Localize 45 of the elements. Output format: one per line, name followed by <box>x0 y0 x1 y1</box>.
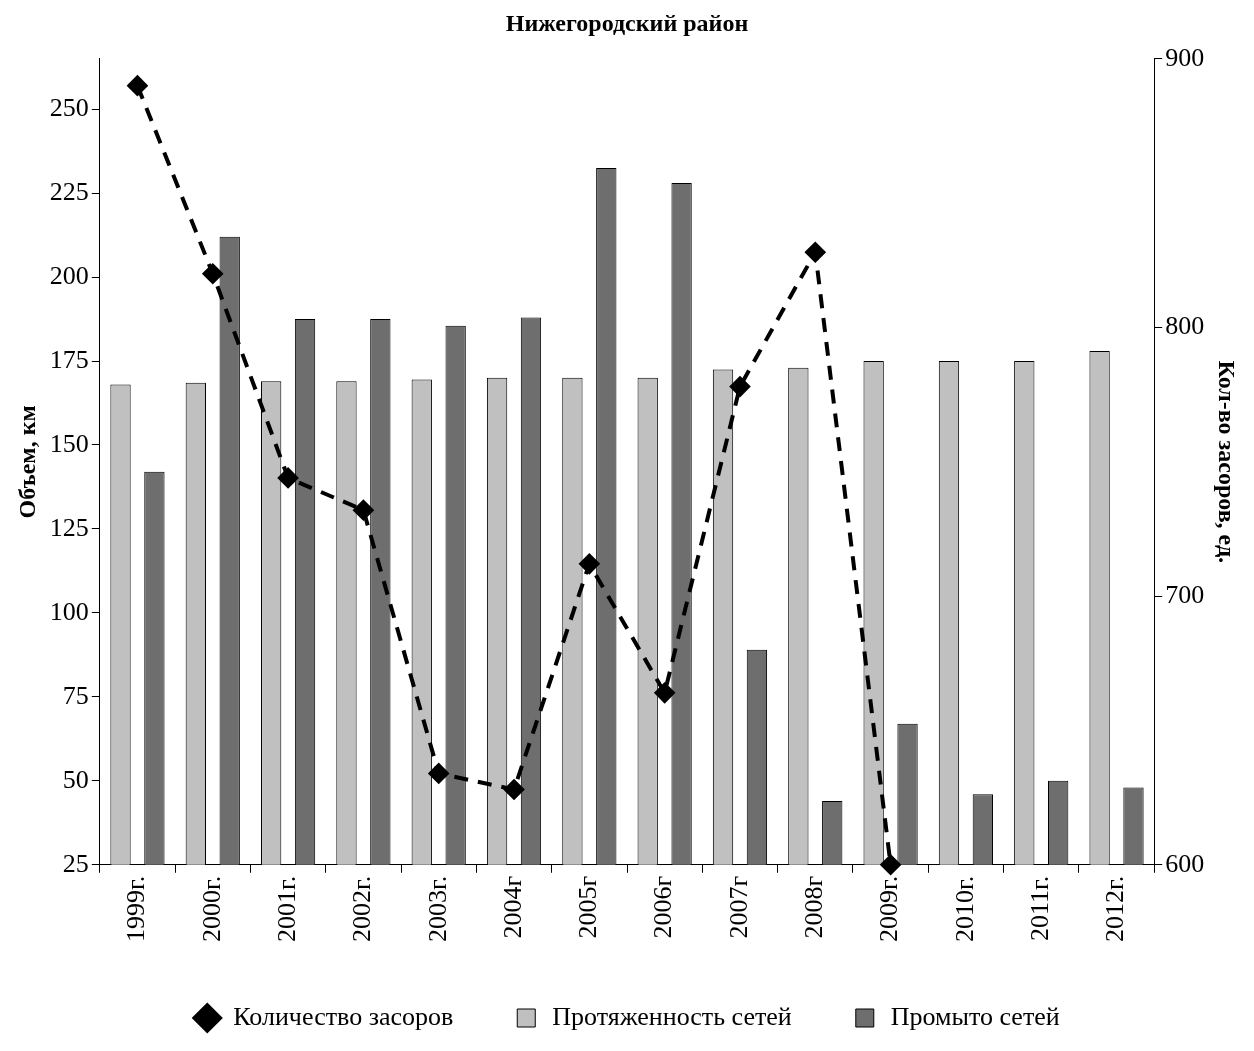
y2-axis-title: Кол-во засоров, ед. <box>1214 360 1241 564</box>
point <box>805 242 826 263</box>
x-tick-label: 2005г <box>573 875 603 939</box>
x-tick-label: 2003г. <box>422 875 452 942</box>
y-tick-label: 175 <box>49 344 89 374</box>
y-tick-label: 150 <box>49 428 89 458</box>
x-tick-label: 1999г. <box>121 875 151 942</box>
legend-label: Протяженность сетей <box>552 1001 792 1031</box>
y-tick-label: 25 <box>62 848 89 878</box>
y-axis-title: Объем, км <box>13 405 40 519</box>
y-tick-label: 125 <box>49 512 89 542</box>
point <box>353 500 374 521</box>
x-tick-label: 2000г. <box>196 875 226 942</box>
x-tick-label: 2004г <box>497 875 527 939</box>
y-tick-label: 75 <box>62 680 89 710</box>
point <box>729 376 750 397</box>
point <box>127 75 148 96</box>
legend-label: Количество засоров <box>233 1001 454 1031</box>
y-tick-label: 250 <box>49 93 89 122</box>
x-tick-label: 2007г <box>723 875 753 939</box>
x-tick-label: 2008г <box>799 875 829 939</box>
x-tick-label: 2010г. <box>949 875 979 942</box>
y-tick-label: 200 <box>49 260 89 290</box>
chart-title: Нижегородский район <box>505 9 749 36</box>
x-tick-label: 2002г. <box>347 875 377 942</box>
y-tick-label: 100 <box>49 596 89 626</box>
point <box>278 467 299 488</box>
x-tick-label: 2009г. <box>874 875 904 942</box>
y2-tick-label: 900 <box>1165 42 1205 72</box>
point <box>202 263 223 284</box>
y2-tick-label: 600 <box>1165 848 1205 878</box>
point <box>880 854 901 875</box>
x-tick-label: 2001г. <box>271 875 301 942</box>
x-tick-label: 2012г. <box>1100 875 1130 942</box>
y-tick-label: 50 <box>62 764 89 794</box>
y-tick-label: 225 <box>49 176 89 206</box>
point <box>654 682 675 703</box>
x-tick-label: 2006г <box>648 875 678 939</box>
y2-tick-label: 800 <box>1165 311 1205 341</box>
point <box>428 763 449 784</box>
legend-label: Промыто сетей <box>890 1001 1060 1031</box>
x-tick-label: 2011г. <box>1025 875 1055 942</box>
point <box>579 553 600 574</box>
point <box>504 779 525 800</box>
y2-tick-label: 700 <box>1165 579 1205 609</box>
